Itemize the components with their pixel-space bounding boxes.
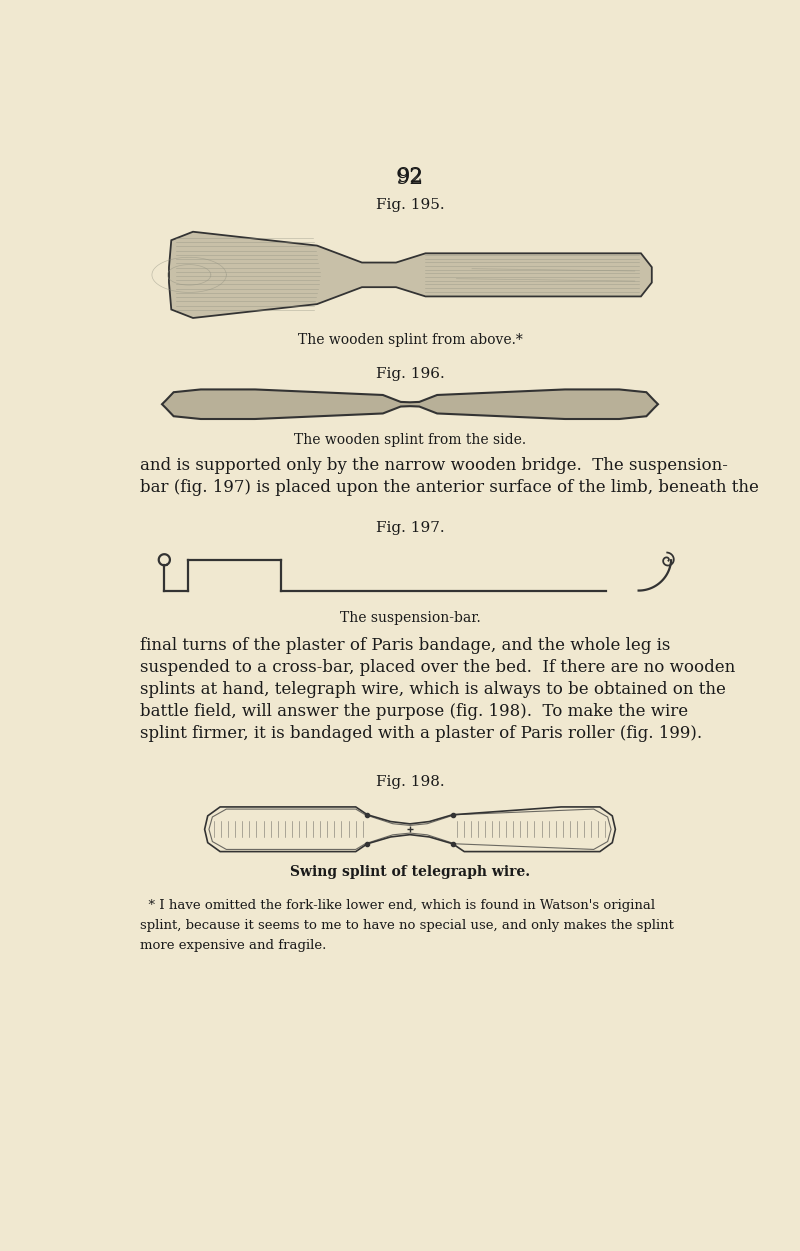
Text: The suspension-bar.: The suspension-bar. [340,610,480,624]
Text: Fig. 195.: Fig. 195. [376,198,444,211]
Text: suspended to a cross-bar, placed over the bed.  If there are no wooden: suspended to a cross-bar, placed over th… [140,659,735,676]
Text: Fig. 196.: Fig. 196. [376,368,444,382]
Text: The wooden splint from above.*: The wooden splint from above.* [298,333,522,348]
Text: Fig. 197.: Fig. 197. [376,522,444,535]
Polygon shape [169,231,652,318]
Text: Swing splint of telegraph wire.: Swing splint of telegraph wire. [290,864,530,878]
Text: splint, because it seems to me to have no special use, and only makes the splint: splint, because it seems to me to have n… [140,918,674,932]
Text: bar (fig. 197) is placed upon the anterior surface of the limb, beneath the: bar (fig. 197) is placed upon the anteri… [140,479,759,495]
Text: splints at hand, telegraph wire, which is always to be obtained on the: splints at hand, telegraph wire, which i… [140,681,726,698]
Polygon shape [162,389,658,419]
Text: and is supported only by the narrow wooden bridge.  The suspension-: and is supported only by the narrow wood… [140,457,728,474]
Text: final turns of the plaster of Paris bandage, and the whole leg is: final turns of the plaster of Paris band… [140,637,670,654]
Text: * I have omitted the fork-like lower end, which is found in Watson's original: * I have omitted the fork-like lower end… [140,898,655,912]
Text: 92: 92 [397,168,423,186]
Text: splint firmer, it is bandaged with a plaster of Paris roller (fig. 199).: splint firmer, it is bandaged with a pla… [140,724,702,742]
Text: battle field, will answer the purpose (fig. 198).  To make the wire: battle field, will answer the purpose (f… [140,703,689,719]
Text: 92: 92 [396,168,424,189]
Text: more expensive and fragile.: more expensive and fragile. [140,938,326,952]
Text: The wooden splint from the side.: The wooden splint from the side. [294,434,526,448]
Text: Fig. 198.: Fig. 198. [376,776,444,789]
